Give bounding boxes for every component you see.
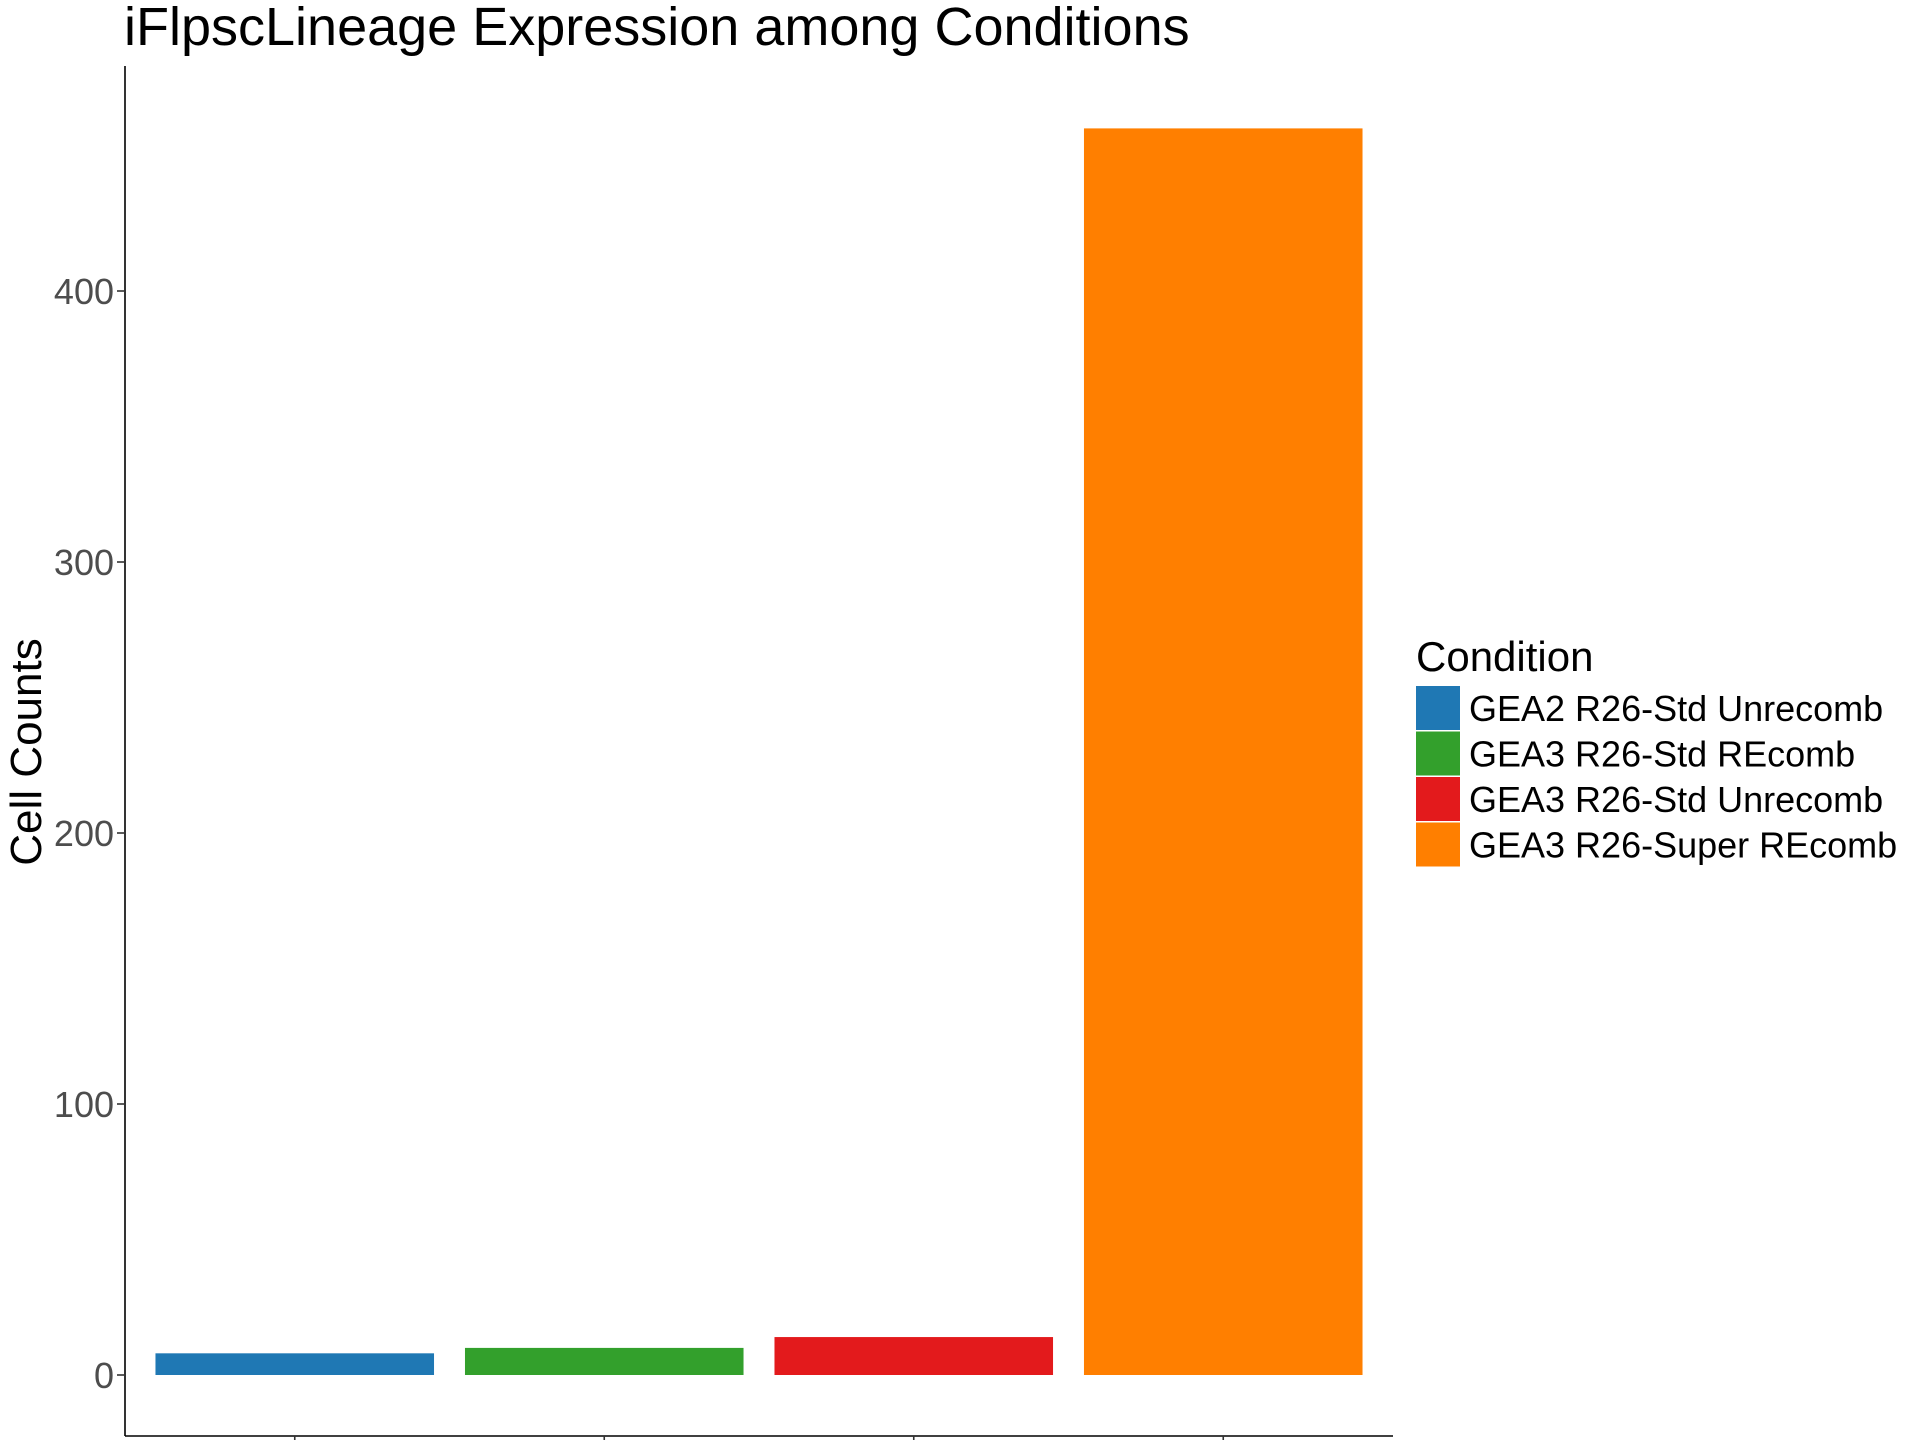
y-tick-label-200: 200 xyxy=(54,813,114,854)
legend-label-2: GEA3 R26-Std REcomb xyxy=(1469,734,1855,775)
legend-entries: GEA2 R26-Std Unrecomb GEA3 R26-Std REcomb… xyxy=(1416,686,1897,867)
y-axis-label: Cell Counts xyxy=(2,638,51,865)
chart-title: iFlpscLineage Expression among Condition… xyxy=(124,0,1190,57)
bar-1 xyxy=(155,1353,435,1375)
plot-area xyxy=(155,128,1363,1375)
legend-swatch-1 xyxy=(1416,686,1460,730)
legend-swatch-2 xyxy=(1416,731,1460,776)
x-axis-ticks xyxy=(293,1436,1225,1440)
legend-label-4: GEA3 R26-Super REcomb xyxy=(1469,825,1897,866)
legend-label-3: GEA3 R26-Std Unrecomb xyxy=(1469,779,1883,820)
legend-swatch-4 xyxy=(1416,822,1460,867)
legend-swatch-3 xyxy=(1416,777,1460,821)
y-tick-label-100: 100 xyxy=(54,1084,114,1125)
bar-4 xyxy=(1083,128,1363,1375)
y-axis-ticks: 0 100 200 300 400 xyxy=(54,271,125,1396)
bar-3 xyxy=(774,1337,1054,1375)
bar-2 xyxy=(464,1347,744,1375)
y-tick-label-400: 400 xyxy=(54,271,114,312)
y-tick-label-0: 0 xyxy=(94,1355,114,1396)
legend: Condition GEA2 R26-Std Unrecomb GEA3 R26-… xyxy=(1416,633,1897,867)
legend-title: Condition xyxy=(1416,633,1593,680)
legend-label-1: GEA2 R26-Std Unrecomb xyxy=(1469,688,1883,729)
y-tick-label-300: 300 xyxy=(54,542,114,583)
